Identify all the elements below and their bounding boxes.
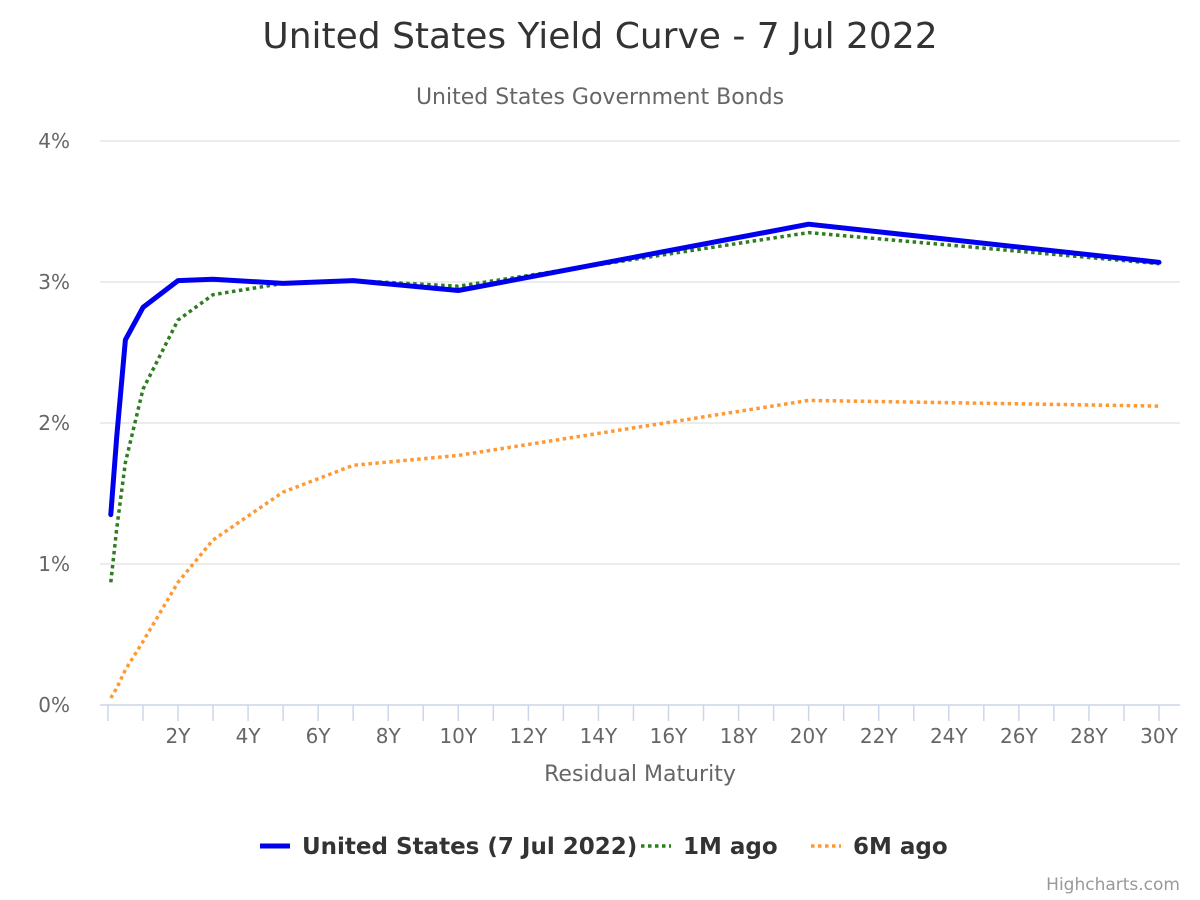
x-tick-label: 10Y: [439, 724, 477, 748]
x-axis-title: Residual Maturity: [544, 762, 736, 787]
chart-subtitle: United States Government Bonds: [416, 85, 784, 110]
credits-link[interactable]: Highcharts.com: [1046, 875, 1180, 895]
x-tick-label: 12Y: [510, 724, 548, 748]
legend-label: 1M ago: [683, 834, 778, 860]
x-tick-label: 8Y: [376, 724, 402, 748]
y-tick-label: 0%: [38, 693, 70, 717]
series-line-6m-ago[interactable]: [109, 398, 1160, 699]
x-tick-label: 6Y: [306, 724, 332, 748]
x-tick-label: 16Y: [650, 724, 688, 748]
series-lines: [108, 221, 1162, 699]
legend-label: United States (7 Jul 2022): [302, 834, 637, 860]
x-tick-label: 26Y: [1000, 724, 1038, 748]
x-axis: 2Y 4Y 6Y 8Y 10Y 12Y 14Y 16Y 18Y 20Y 22Y 24Y 26Y 28Y 30…: [100, 704, 1180, 748]
x-tick-label: 22Y: [860, 724, 898, 748]
y-tick-label: 4%: [38, 129, 70, 153]
y-tick-label: 1%: [38, 552, 70, 576]
legend-item[interactable]: 1M ago: [641, 834, 778, 860]
legend-label: 6M ago: [853, 834, 948, 860]
y-axis: 0% 1% 2% 3% 4%: [38, 129, 70, 717]
legend-item[interactable]: United States (7 Jul 2022): [260, 834, 637, 860]
x-tick-label: 30Y: [1140, 724, 1178, 748]
series-line-1m-ago[interactable]: [109, 230, 1160, 583]
x-tick-label: 18Y: [720, 724, 758, 748]
x-tick-label: 28Y: [1070, 724, 1108, 748]
chart-title: United States Yield Curve - 7 Jul 2022: [262, 16, 937, 57]
x-tick-label: 20Y: [790, 724, 828, 748]
x-tick-label: 24Y: [930, 724, 968, 748]
legend-item[interactable]: 6M ago: [811, 834, 948, 860]
series-line-united-states-7-jul-2022[interactable]: [108, 221, 1162, 518]
x-tick-label: 4Y: [236, 724, 262, 748]
legend: United States (7 Jul 2022) 1M ago 6M ago: [260, 834, 948, 860]
x-tick-label: 2Y: [166, 724, 192, 748]
y-tick-label: 3%: [38, 270, 70, 294]
y-tick-label: 2%: [38, 411, 70, 435]
grid-lines: [100, 140, 1180, 565]
x-tick-label: 14Y: [580, 724, 618, 748]
